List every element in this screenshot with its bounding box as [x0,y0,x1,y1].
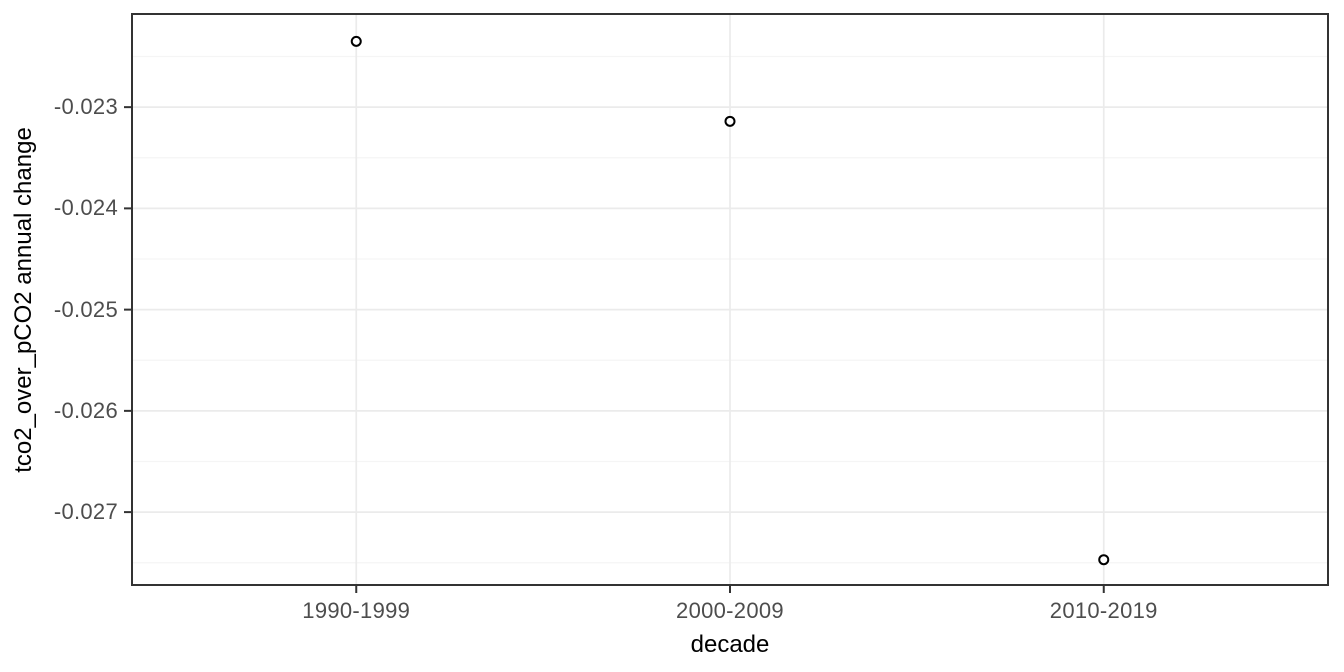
x-axis-tick-label: 2010-2019 [1049,598,1158,623]
y-axis-tick-label: -0.026 [53,397,118,423]
data-point [724,115,736,127]
y-axis-tick-label: -0.027 [53,499,118,525]
data-point [1098,554,1110,566]
data-point [350,35,362,47]
x-axis-tick-label: 2000-2009 [676,598,784,623]
x-axis-tick-label: 1990-1999 [302,598,411,623]
y-axis-tick-label: -0.024 [53,195,118,221]
y-axis-tick-label: -0.023 [53,94,118,120]
y-axis-tick-label: -0.025 [53,296,118,322]
x-axis-title: decade [690,631,770,658]
